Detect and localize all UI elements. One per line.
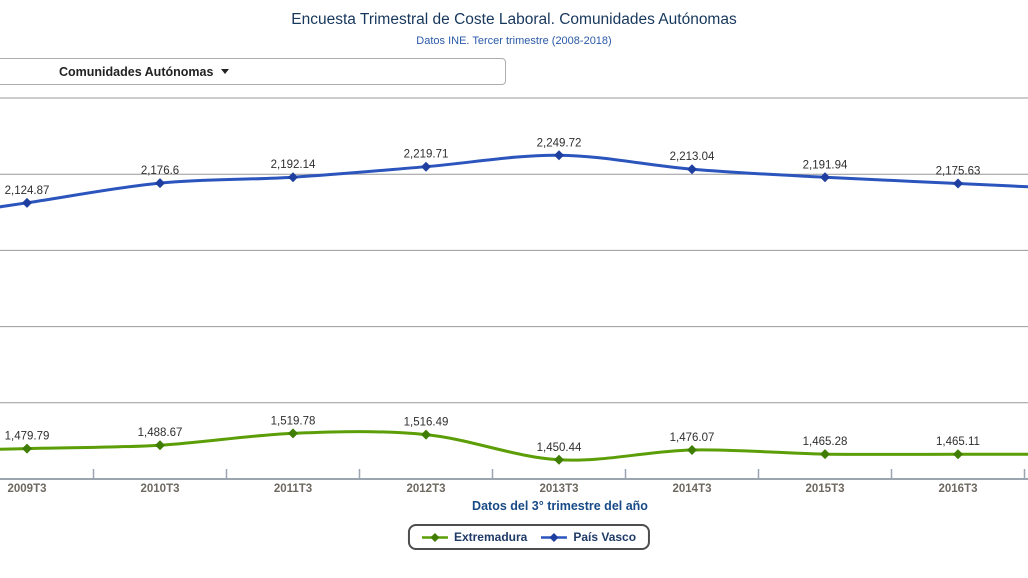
series-line-extremadura [0,430,1028,462]
chevron-down-icon [221,69,230,74]
page-title: Encuesta Trimestral de Coste Laboral. Co… [291,11,737,28]
legend-label-pa-s-vasco: País Vasco [573,530,637,544]
data-point-label-pa-s-vasco: 2,176.6 [141,165,179,177]
x-axis-label: 2013T3 [539,483,578,495]
data-point-label-extremadura: 1,476.07 [670,432,715,444]
x-axis-label: 2014T3 [672,483,711,495]
data-point-label-extremadura: 1,519.78 [271,415,316,427]
page-subtitle: Datos INE. Tercer trimestre (2008-2018) [416,35,612,47]
data-point-marker-pa-s-vasco[interactable] [687,164,697,175]
region-dropdown-label: Comunidades Autónomas [59,64,214,79]
legend-marker-extremadura [421,532,448,542]
series-line-pa-s-vasco [0,153,1028,209]
data-point-label-pa-s-vasco: 2,175.63 [936,165,981,177]
data-point-label-pa-s-vasco: 2,124.87 [5,185,50,197]
region-dropdown[interactable]: Comunidades Autónomas [0,58,506,85]
data-point-label-extremadura: 1,479.79 [5,431,50,443]
data-point-label-pa-s-vasco: 2,192.14 [271,159,316,171]
data-point-marker-extremadura[interactable] [288,428,298,439]
data-point-marker-pa-s-vasco[interactable] [22,197,32,208]
x-axis-label: 2015T3 [805,483,844,495]
data-point-label-extremadura: 1,465.28 [803,436,848,448]
data-point-label-pa-s-vasco: 2,213.04 [670,151,715,163]
legend-label-extremadura: Extremadura [453,530,528,544]
data-point-label-extremadura: 1,450.44 [537,442,582,454]
data-point-marker-pa-s-vasco[interactable] [421,161,431,172]
data-point-marker-pa-s-vasco[interactable] [288,172,298,183]
legend-item-extremadura[interactable]: Extremadura [421,530,528,544]
data-point-marker-pa-s-vasco[interactable] [953,178,963,189]
x-axis-label: 2011T3 [274,483,312,495]
x-axis-label: 2010T3 [140,483,179,495]
data-point-label-extremadura: 1,488.67 [138,427,183,439]
data-point-label-extremadura: 1,516.49 [404,417,449,429]
data-point-label-pa-s-vasco: 2,249.72 [537,137,582,149]
data-point-label-pa-s-vasco: 2,219.71 [404,149,449,161]
data-point-marker-pa-s-vasco[interactable] [554,150,564,161]
data-point-label-extremadura: 1,465.11 [936,436,980,448]
data-point-marker-pa-s-vasco[interactable] [820,172,830,183]
legend-marker-pa-s-vasco [541,532,568,542]
data-point-marker-extremadura[interactable] [22,443,32,454]
data-point-marker-extremadura[interactable] [421,429,431,440]
x-axis-label: 2016T3 [938,483,977,495]
legend-item-pa-s-vasco[interactable]: País Vasco [541,530,636,544]
x-axis-label: 2012T3 [406,483,445,495]
data-point-marker-extremadura[interactable] [687,445,697,456]
data-point-marker-extremadura[interactable] [820,449,830,460]
data-point-marker-pa-s-vasco[interactable] [155,178,165,189]
legend: Extremadura País Vasco [407,524,651,550]
data-point-marker-extremadura[interactable] [554,454,564,465]
data-point-label-pa-s-vasco: 2,191.94 [803,159,848,171]
x-axis-title: Datos del 3° trimestre del año [472,499,648,513]
x-axis-label: 2009T3 [7,483,46,495]
data-point-marker-extremadura[interactable] [155,440,165,451]
data-point-marker-extremadura[interactable] [953,449,963,460]
